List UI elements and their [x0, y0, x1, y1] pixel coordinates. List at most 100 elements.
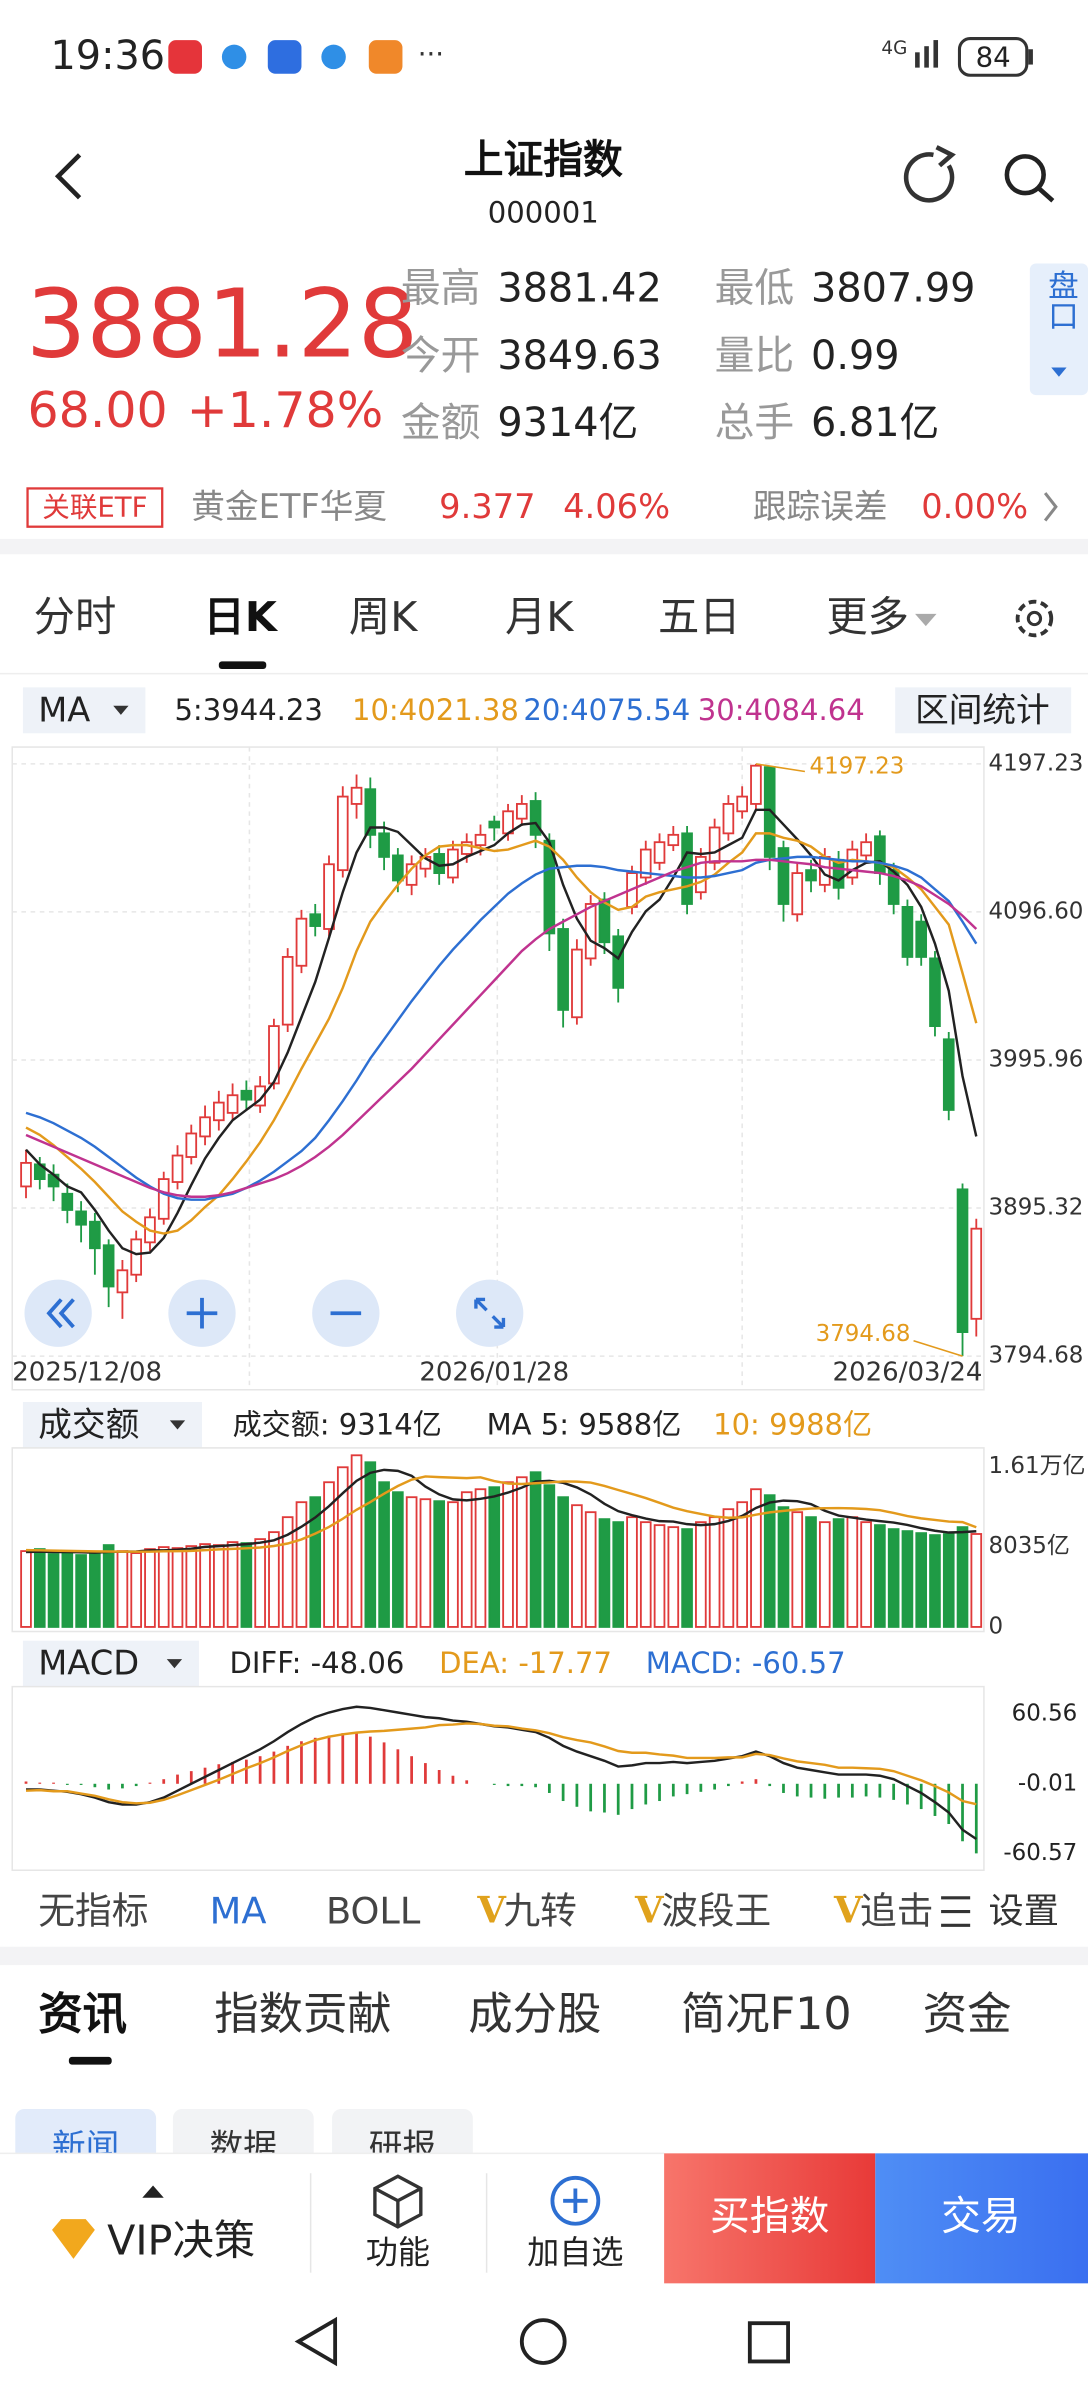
y-tick-label: 1.61万亿 [989, 1453, 1086, 1479]
bar [199, 1543, 211, 1628]
stat-button[interactable] [895, 687, 1072, 734]
y-tick-label: 3794.68 [989, 1343, 1084, 1369]
title: 上证指数 [464, 137, 623, 183]
candle-body [763, 766, 776, 858]
indicator-tab[interactable]: 九转 [503, 1890, 576, 1933]
volume-selector-label: 成交额 [38, 1405, 139, 1444]
bar [226, 1541, 239, 1628]
y-tick-label: 3995.96 [989, 1046, 1084, 1072]
candle-body [639, 848, 652, 879]
period-tab[interactable]: 月K [505, 593, 574, 641]
bar-label: MACD: -60.57 [646, 1646, 846, 1680]
period-tab[interactable]: 分时 [34, 593, 117, 641]
price: 3881.28 [26, 270, 418, 380]
fullscreen[interactable] [456, 1279, 524, 1347]
bar [157, 1546, 170, 1628]
candle-body [695, 855, 707, 894]
trade-button[interactable]: 交易 [941, 2194, 1021, 2240]
bar [364, 1461, 377, 1628]
bar [598, 1518, 611, 1628]
info-tab[interactable]: 资金 [923, 1989, 1012, 2040]
settings-gear[interactable] [1015, 599, 1054, 638]
settings[interactable]: 设置 [989, 1891, 1059, 1932]
bar [488, 1486, 501, 1628]
etf-pct: 4.06% [563, 487, 670, 526]
macd-selector[interactable] [22, 1640, 199, 1687]
candle-body [598, 898, 611, 944]
y-tick-label: -0.01 [1018, 1770, 1077, 1796]
bar [144, 1548, 156, 1628]
candle-body [20, 1161, 32, 1188]
annotation-line [913, 1340, 963, 1357]
etf-name[interactable]: 黄金ETF华夏 [191, 487, 387, 526]
indicator-tab[interactable]: 追击 [860, 1890, 933, 1933]
indicator-tab[interactable]: 波段王 [661, 1890, 771, 1933]
bar [777, 1506, 790, 1628]
bar [268, 1531, 280, 1628]
bar [47, 1553, 60, 1628]
candle-body [901, 906, 914, 958]
info-tab[interactable]: 资讯 [38, 1989, 127, 2040]
nav-recent[interactable] [747, 2321, 790, 2364]
add-button[interactable]: 加自选 [527, 2233, 623, 2271]
nav-home[interactable] [519, 2318, 567, 2365]
period-tab[interactable]: 五日 [658, 593, 741, 641]
annotation-line [755, 763, 806, 773]
candle-body [336, 795, 349, 872]
search-button[interactable] [1004, 154, 1055, 203]
candle-body [874, 835, 886, 875]
bar [763, 1494, 776, 1628]
info-tab[interactable]: 成分股 [468, 1989, 601, 2040]
candle-body [89, 1220, 101, 1250]
y-tick-label: 3895.32 [989, 1195, 1084, 1221]
stat-value: 3881.42 [497, 266, 661, 312]
legend-item: 10: 9988亿 [713, 1407, 872, 1441]
candle-body [571, 948, 583, 1019]
candle-body [708, 826, 721, 864]
bar [130, 1552, 143, 1628]
bar [557, 1496, 569, 1628]
stat-value: 6.81亿 [811, 400, 939, 446]
chart-frame [11, 1685, 985, 1872]
candle-body [722, 803, 735, 835]
buy-button[interactable]: 买指数 [710, 2194, 829, 2240]
refresh-button[interactable] [903, 145, 956, 203]
bar [571, 1504, 583, 1628]
volume-selector[interactable] [22, 1401, 202, 1448]
period-tab[interactable]: 周K [349, 593, 418, 641]
bar [460, 1491, 473, 1628]
prev-button[interactable] [24, 1279, 92, 1347]
candle-body [956, 1188, 969, 1333]
back-button[interactable] [54, 153, 82, 200]
info-tab[interactable]: 简况F10 [681, 1989, 852, 2040]
candle-body [584, 903, 597, 960]
side-tab[interactable] [1029, 263, 1088, 396]
bar [323, 1481, 335, 1628]
bar [846, 1516, 859, 1628]
x-tick-label: 2026/03/24 [833, 1357, 983, 1387]
bar [529, 1471, 542, 1628]
indicator-tab[interactable]: 无指标 [38, 1890, 148, 1933]
nav-back[interactable] [294, 2316, 338, 2367]
stat-label: 量比 [715, 333, 795, 379]
info-tab[interactable]: 指数贡献 [214, 1989, 391, 2040]
bar [61, 1551, 74, 1628]
vip-button[interactable]: VIP决策 [107, 2217, 255, 2265]
ma-selector[interactable] [22, 687, 146, 734]
candle-body [378, 832, 390, 858]
indicator-tab[interactable]: BOLL [326, 1890, 421, 1933]
period-tab[interactable]: 日K [204, 593, 279, 641]
candle-body [929, 957, 941, 1027]
period-tab[interactable]: 更多 [826, 593, 909, 641]
line [25, 832, 978, 1235]
candle-body [488, 820, 501, 829]
ma-selector-label: MA [38, 690, 90, 729]
candle-body [102, 1244, 115, 1288]
indicator-tab[interactable]: MA [210, 1890, 267, 1933]
candle-body [185, 1132, 198, 1158]
func-button[interactable]: 功能 [366, 2233, 430, 2271]
change: 68.00 [28, 382, 168, 439]
candle-body [736, 795, 748, 813]
bar [75, 1554, 87, 1628]
bar [695, 1521, 707, 1628]
